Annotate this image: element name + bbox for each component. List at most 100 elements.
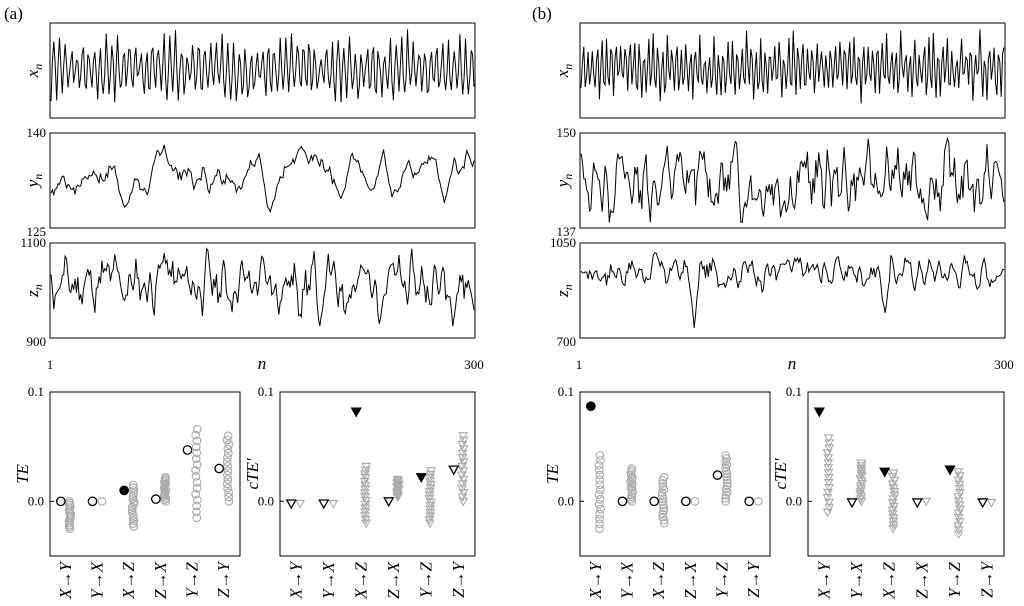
panel-a-label: (a) bbox=[4, 4, 23, 23]
ts-a-x: xn bbox=[23, 22, 476, 119]
te-b-surrogate-point bbox=[658, 482, 668, 491]
cte-a-surrogate-point bbox=[424, 488, 435, 497]
te-a-surrogate-point bbox=[128, 494, 138, 504]
cte-b-surrogate-point bbox=[856, 459, 867, 469]
te-b-surrogate-point bbox=[596, 455, 605, 465]
cte-a-observed-point bbox=[415, 473, 427, 484]
te-a-surrogate-point bbox=[223, 453, 232, 462]
cte-a-surrogate-point bbox=[426, 467, 436, 476]
ts-a-y-ytick-bottom: 125 bbox=[27, 224, 47, 239]
ts-b-z-frame bbox=[579, 242, 1006, 339]
te-a-surrogate-point bbox=[191, 442, 201, 452]
cte-b-surrogate-point bbox=[954, 501, 965, 511]
cte-a-surrogate-point bbox=[360, 504, 371, 514]
cte-a-surrogate-point bbox=[458, 497, 469, 507]
ts-b-y-frame bbox=[579, 132, 1006, 229]
te-b-surrogate-point bbox=[594, 499, 604, 509]
cte-b-surrogate-point bbox=[953, 526, 964, 536]
cte-a-surrogate-point bbox=[458, 432, 469, 441]
te-b-observed-point bbox=[649, 496, 660, 507]
cte-b-ylabel: cTE' bbox=[771, 458, 790, 489]
te-a-observed-point bbox=[214, 463, 225, 474]
cte-a-observed-point bbox=[285, 499, 297, 510]
cte-a-observed-point bbox=[383, 497, 395, 508]
ts-b-x-frame bbox=[579, 22, 1006, 119]
cte-b-surrogate-point bbox=[888, 469, 899, 479]
te-b-surrogate-point bbox=[658, 500, 668, 510]
cte-b-frame bbox=[807, 391, 1005, 557]
te-b-surrogate-point bbox=[659, 472, 669, 482]
te-a-observed-point bbox=[55, 496, 66, 507]
cte-b-surrogate-point bbox=[953, 513, 964, 523]
cte-a-surrogate-point bbox=[424, 516, 435, 525]
cte-a-xtick-label: Z→Y bbox=[449, 560, 468, 597]
cte-b-observed-point bbox=[911, 498, 923, 509]
te-b-ylabel: TE bbox=[543, 463, 562, 483]
cte-b-observed-point bbox=[879, 467, 891, 478]
cte-b-surrogate-point bbox=[823, 434, 834, 444]
ts-a-z: zn 1100 900 bbox=[20, 235, 476, 349]
ts-b-x-line bbox=[580, 29, 1005, 104]
te-a-surrogate-point bbox=[161, 496, 171, 506]
ts-b-z-ytick-bottom: 700 bbox=[557, 334, 577, 349]
cte-b-observed-point bbox=[846, 498, 858, 509]
cte-b-surrogate-point bbox=[823, 474, 834, 483]
ts-a-z-line bbox=[50, 247, 475, 327]
te-a-surrogate-point bbox=[128, 483, 138, 493]
te-b-surrogate-point bbox=[596, 504, 606, 514]
te-b-surrogate-point bbox=[658, 512, 668, 522]
cte-a-surrogate-point bbox=[359, 477, 370, 487]
cte-a-surrogate-point bbox=[360, 515, 371, 525]
te-b-surrogate-point bbox=[595, 470, 605, 480]
te-a-surrogate-point bbox=[223, 431, 233, 441]
te-b-observed-point bbox=[680, 496, 691, 507]
cte-b-surrogate-point bbox=[823, 478, 834, 488]
cte-a-surrogate-point bbox=[458, 436, 469, 446]
cte-b-ytick-zero: 0.0 bbox=[786, 493, 802, 508]
cte-b-observed-point bbox=[944, 465, 956, 476]
ts-a-x-ylabel: xn bbox=[23, 64, 45, 79]
cte-b-surrogate-point bbox=[824, 483, 835, 493]
te-b-surrogate-point bbox=[659, 518, 669, 528]
cte-b-surrogate-point bbox=[888, 484, 899, 493]
cte-a-surrogate-point bbox=[361, 519, 372, 529]
ts-b-xtick-end: 300 bbox=[994, 357, 1014, 372]
te-a-surrogate-point bbox=[127, 508, 137, 517]
cte-a-frame bbox=[279, 391, 476, 557]
cte-b-surrogate-point bbox=[823, 459, 834, 468]
cte-a-surrogate-point bbox=[360, 485, 371, 495]
te-a-surrogate-point bbox=[222, 479, 232, 489]
te-b-surrogate-point bbox=[595, 485, 605, 494]
te-b-surrogate-point bbox=[595, 519, 604, 529]
cte-b: 0.1 0.0 cTE' X→Y Y→X X→Z Z→X Y→Z Z→Y bbox=[771, 384, 1005, 600]
cte-b-xtick-label: X→Y bbox=[814, 560, 833, 599]
te-b-observed-point bbox=[712, 470, 723, 480]
ts-a-y-ytick-top: 140 bbox=[27, 125, 47, 140]
ts-b-xtick-start: 1 bbox=[576, 357, 583, 372]
cte-b-surrogate-point bbox=[954, 480, 965, 490]
te-b-surrogate-point bbox=[721, 451, 730, 460]
cte-a-surrogate-point bbox=[359, 489, 370, 498]
cte-b-surrogate-point bbox=[822, 449, 833, 458]
cte-b-surrogate-point bbox=[954, 505, 965, 515]
te-a-surrogate-point bbox=[192, 501, 201, 511]
te-a-surrogate-point bbox=[191, 454, 201, 464]
cte-a-observed-point bbox=[318, 499, 330, 510]
cte-a-surrogate-point bbox=[360, 481, 371, 491]
cte-b-surrogate-point bbox=[856, 462, 867, 471]
te-a-surrogate-point bbox=[97, 496, 107, 506]
cte-a-surrogate-point bbox=[425, 502, 436, 511]
ts-a-xtick-end: 300 bbox=[464, 357, 484, 372]
ts-b-z-ylabel: zn bbox=[553, 284, 575, 298]
te-a-observed-point bbox=[119, 485, 130, 496]
ts-b-z: zn 1050 700 bbox=[550, 235, 1006, 349]
cte-a-xtick-label: Z→X bbox=[384, 561, 403, 598]
cte-b-surrogate-point bbox=[856, 472, 867, 481]
cte-b-observed-point bbox=[813, 407, 825, 418]
cte-a-xtick-label: X→Y bbox=[286, 560, 305, 599]
te-b-frame bbox=[579, 391, 771, 557]
te-b-surrogate-point bbox=[721, 496, 731, 506]
te-a: 0.1 0.0 TE X→Y Y→X X→Z Z→X Y→Z Z→Y bbox=[13, 384, 241, 600]
cte-a-surrogate-point bbox=[361, 462, 372, 472]
